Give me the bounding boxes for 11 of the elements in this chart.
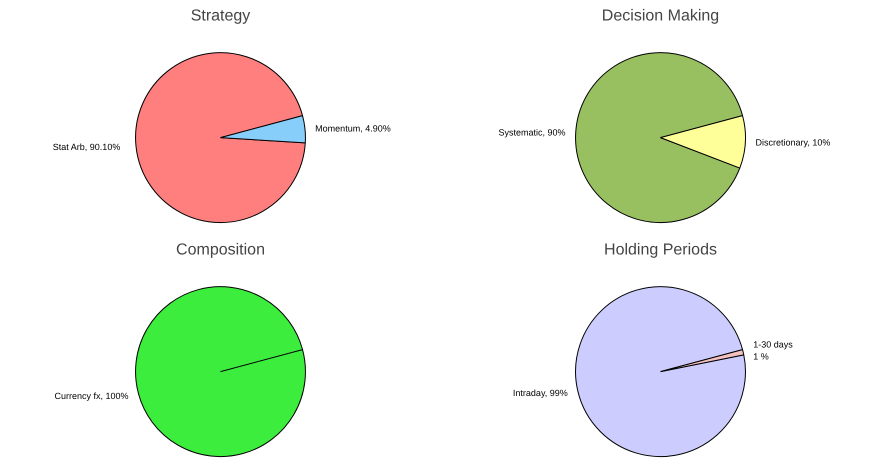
slice-label: 1-30 days 1 % (753, 339, 794, 362)
chart-title: Holding Periods (604, 242, 717, 258)
slice-label: Currency fx, 100% (54, 390, 128, 401)
chart-title: Decision Making (602, 8, 720, 24)
slice-label: Intraday, 99% (512, 388, 568, 398)
slice-label: Systematic, 90% (498, 128, 566, 138)
slice-label: Discretionary, 10% (756, 138, 830, 148)
slice-label: Momentum, 4.90% (315, 123, 391, 134)
chart-title: Composition (176, 242, 265, 258)
chart-title: Strategy (190, 8, 250, 24)
slice-label: Stat Arb, 90.10% (52, 142, 120, 152)
